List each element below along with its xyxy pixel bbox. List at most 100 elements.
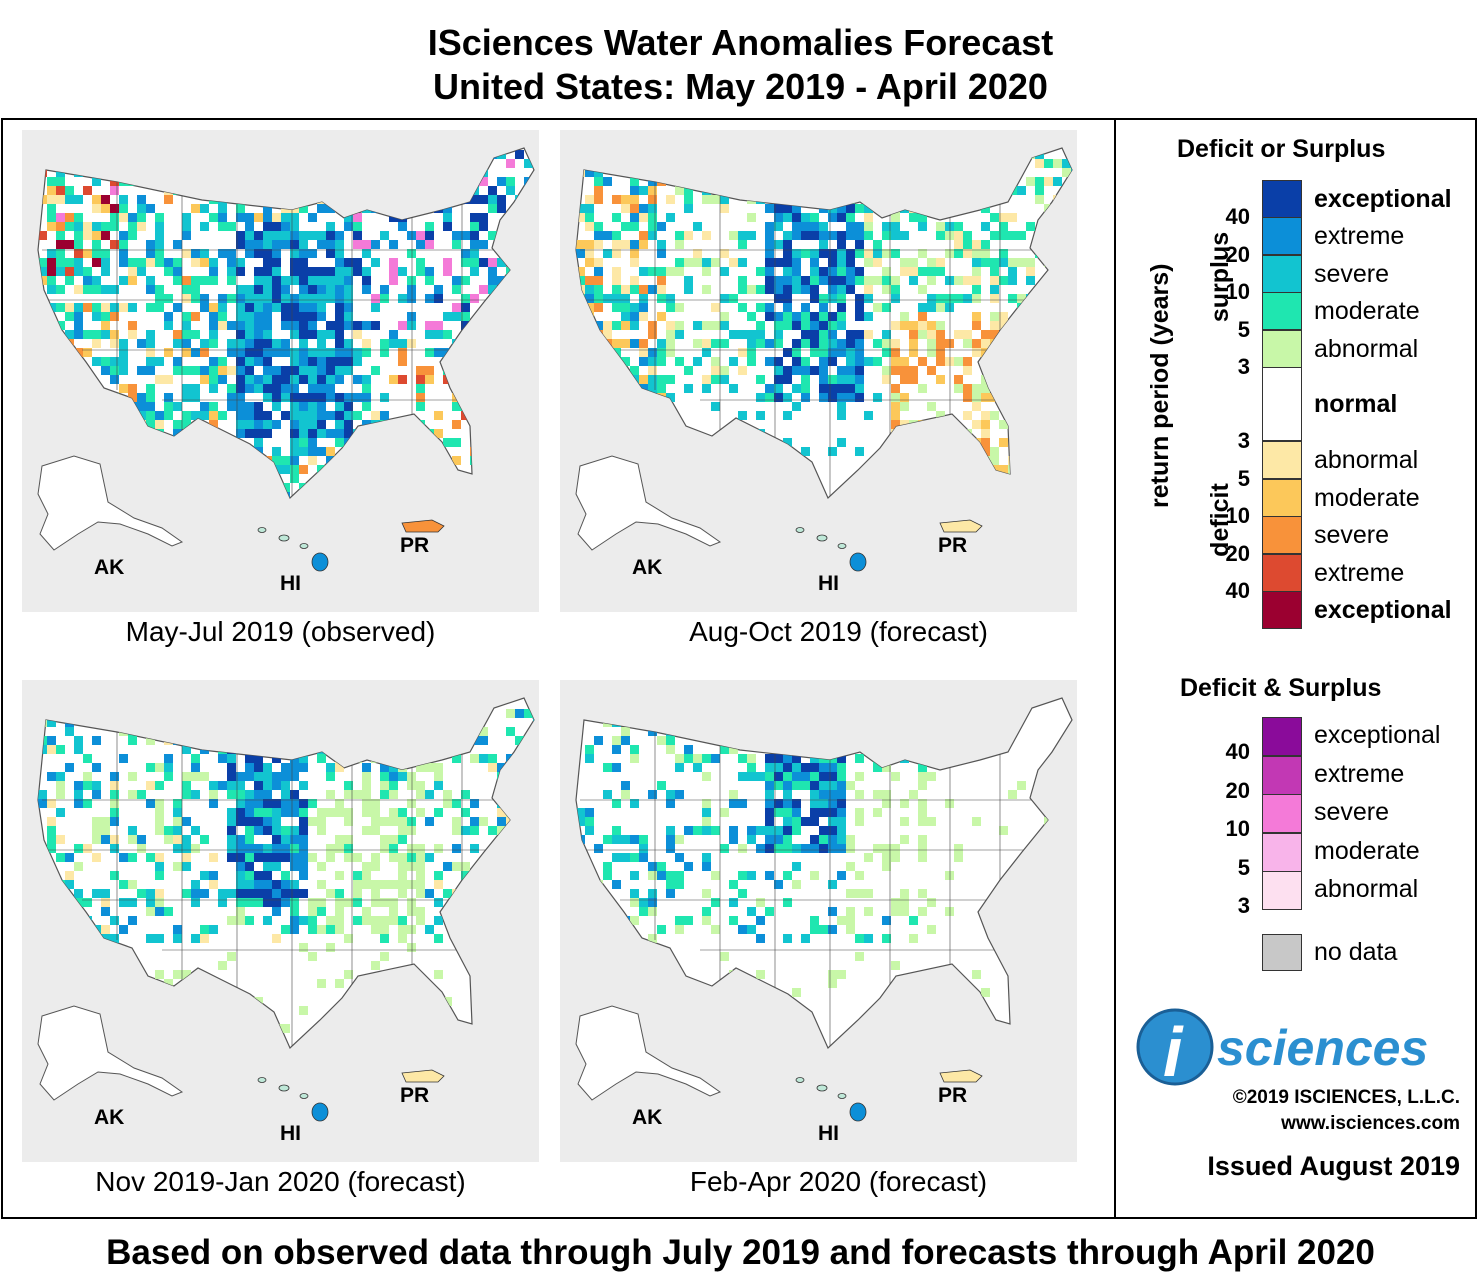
- panel-caption-1: May-Jul 2019 (observed): [125, 616, 436, 647]
- legend-tick-combined: 40: [1225, 739, 1250, 764]
- legend-swatch-combined-moderate: [1262, 832, 1302, 872]
- legend-tick-surplus: 40: [1225, 204, 1250, 230]
- legend-swatch-surplus-moderate: [1262, 292, 1302, 331]
- panel-caption-4: Feb-Apr 2020 (forecast): [689, 1166, 988, 1197]
- legend-tick-deficit: 40: [1225, 578, 1250, 603]
- puerto-rico-shape: [939, 1069, 983, 1083]
- website-text: www.isciences.com: [1281, 1113, 1460, 1134]
- legend-swatch-deficit-extreme: [1262, 553, 1302, 592]
- map-label-hi: HI: [280, 1122, 301, 1145]
- legend-swatch-surplus-severe: [1262, 254, 1302, 293]
- state-boundaries: [42, 720, 522, 1048]
- us-map-svg: AK HI PR: [37, 147, 535, 595]
- map-title-line-1: ISciences Water Anomalies Forecast: [427, 22, 1054, 63]
- map-panel-aug-oct-2019: AK HI PR: [560, 130, 1077, 612]
- hawaii-islands: [257, 527, 329, 572]
- legend-swatch-deficit-abnormal: [1262, 441, 1302, 480]
- alaska-outline: [575, 1005, 722, 1101]
- legend-swatch-combined-exceptional: [1262, 717, 1302, 756]
- state-boundaries: [580, 170, 1060, 498]
- alaska-outline: [575, 455, 722, 551]
- legend-label-normal: normal: [1314, 390, 1398, 418]
- panel-caption-3: Nov 2019-Jan 2020 (forecast): [95, 1166, 466, 1197]
- legend-surplus-label: surplus: [1206, 231, 1234, 323]
- alaska-outline: [37, 455, 184, 551]
- legend-heading-deficit-and-surplus: Deficit & Surplus: [1180, 674, 1382, 702]
- legend-label-combined-abnormal: abnormal: [1314, 875, 1419, 904]
- conus-outline: [575, 697, 1073, 1050]
- legend-swatch-combined-abnormal: [1262, 871, 1302, 911]
- legend-tick-deficit: 10: [1225, 503, 1250, 529]
- legend-tick-surplus: 5: [1237, 316, 1250, 342]
- map-label-ak: AK: [94, 556, 124, 579]
- legend-tick-combined: 10: [1225, 816, 1250, 842]
- map-panel-may-jul-2019: AK HI PR: [22, 130, 539, 612]
- map-label-pr: PR: [938, 1084, 967, 1107]
- legend-label-no-data: no data: [1314, 938, 1398, 966]
- legend-tick-combined: 3: [1237, 893, 1250, 919]
- legend-tick-deficit: 5: [1237, 465, 1250, 491]
- map-label-ak: AK: [94, 1106, 124, 1129]
- legend-swatch-combined-severe: [1262, 794, 1302, 834]
- legend-tick-surplus: 3: [1237, 354, 1250, 379]
- map-panel-feb-apr-2020: AK HI PR: [560, 680, 1077, 1162]
- legend-label-deficit-extreme: extreme: [1314, 558, 1405, 587]
- conus-anomaly-cells: [38, 700, 534, 1048]
- legend-tick-combined: 20: [1225, 777, 1250, 803]
- map-label-ak: AK: [632, 556, 662, 579]
- map-label-hi: HI: [280, 572, 301, 595]
- legend-label-combined-exceptional: exceptional: [1314, 721, 1441, 749]
- legend-label-surplus-moderate: moderate: [1314, 297, 1420, 326]
- legend-swatch-normal: [1262, 367, 1302, 441]
- copyright-text: ©2019 ISCIENCES, L.L.C.: [1232, 1087, 1460, 1108]
- legend-label-deficit-severe: severe: [1314, 521, 1390, 550]
- legend-tick-deficit: 20: [1225, 540, 1250, 566]
- puerto-rico-shape: [939, 519, 983, 533]
- legend-label-combined-severe: severe: [1314, 798, 1390, 827]
- issued-date: Issued August 2019: [1207, 1151, 1460, 1181]
- map-panel-nov-2019-jan-2020: AK HI PR: [22, 680, 539, 1162]
- us-map-svg: AK HI PR: [37, 697, 535, 1145]
- puerto-rico-shape: [401, 519, 445, 533]
- us-map-svg: AK HI PR: [575, 697, 1073, 1145]
- state-boundaries: [42, 170, 522, 498]
- map-label-ak: AK: [632, 1106, 662, 1129]
- logo-wordmark: sciences: [1217, 1020, 1428, 1076]
- legend-label-combined-extreme: extreme: [1314, 759, 1405, 788]
- map-label-pr: PR: [938, 534, 967, 557]
- hawaii-islands: [257, 1077, 329, 1122]
- legend-label-surplus-exceptional: exceptional: [1314, 185, 1452, 213]
- map-label-hi: HI: [818, 572, 839, 595]
- puerto-rico-shape: [401, 1069, 445, 1083]
- legend-swatch-deficit-moderate: [1262, 478, 1302, 517]
- hawaii-islands: [795, 1077, 867, 1122]
- map-title-line-2: United States: May 2019 - April 2020: [433, 66, 1048, 107]
- alaska-outline: [37, 1005, 184, 1101]
- legend-label-surplus-severe: severe: [1314, 259, 1390, 288]
- legend-swatch-surplus-exceptional: [1262, 180, 1302, 218]
- map-label-pr: PR: [400, 1084, 429, 1107]
- map-label-hi: HI: [818, 1122, 839, 1145]
- legend-label-deficit-abnormal: abnormal: [1314, 446, 1419, 475]
- legend-divider: [1114, 118, 1116, 1219]
- legend-swatch-deficit-exceptional: [1262, 591, 1302, 629]
- legend-swatch-surplus-extreme: [1262, 217, 1302, 256]
- legend-axis-label: return period (years): [1146, 263, 1174, 508]
- legend-label-deficit-moderate: moderate: [1314, 483, 1420, 512]
- legend-heading-deficit-or-surplus: Deficit or Surplus: [1177, 135, 1386, 163]
- legend-swatch-deficit-severe: [1262, 516, 1302, 555]
- legend-swatch-no-data: [1262, 934, 1302, 971]
- legend-tick-surplus: 20: [1225, 241, 1250, 267]
- logo-letter: i: [1163, 1013, 1184, 1091]
- legend-swatch-combined-extreme: [1262, 755, 1302, 795]
- legend-tick-deficit: 3: [1237, 428, 1250, 454]
- legend-tick-surplus: 10: [1225, 279, 1250, 305]
- us-map-svg: AK HI PR: [575, 147, 1073, 595]
- legend-label-surplus-abnormal: abnormal: [1314, 334, 1419, 363]
- legend-label-combined-moderate: moderate: [1314, 836, 1420, 865]
- map-label-pr: PR: [400, 534, 429, 557]
- isciences-logo: i sciences: [1136, 1008, 1428, 1091]
- legend-swatch-surplus-abnormal: [1262, 329, 1302, 368]
- logo-circle: [1136, 1008, 1214, 1086]
- hawaii-islands: [795, 527, 867, 572]
